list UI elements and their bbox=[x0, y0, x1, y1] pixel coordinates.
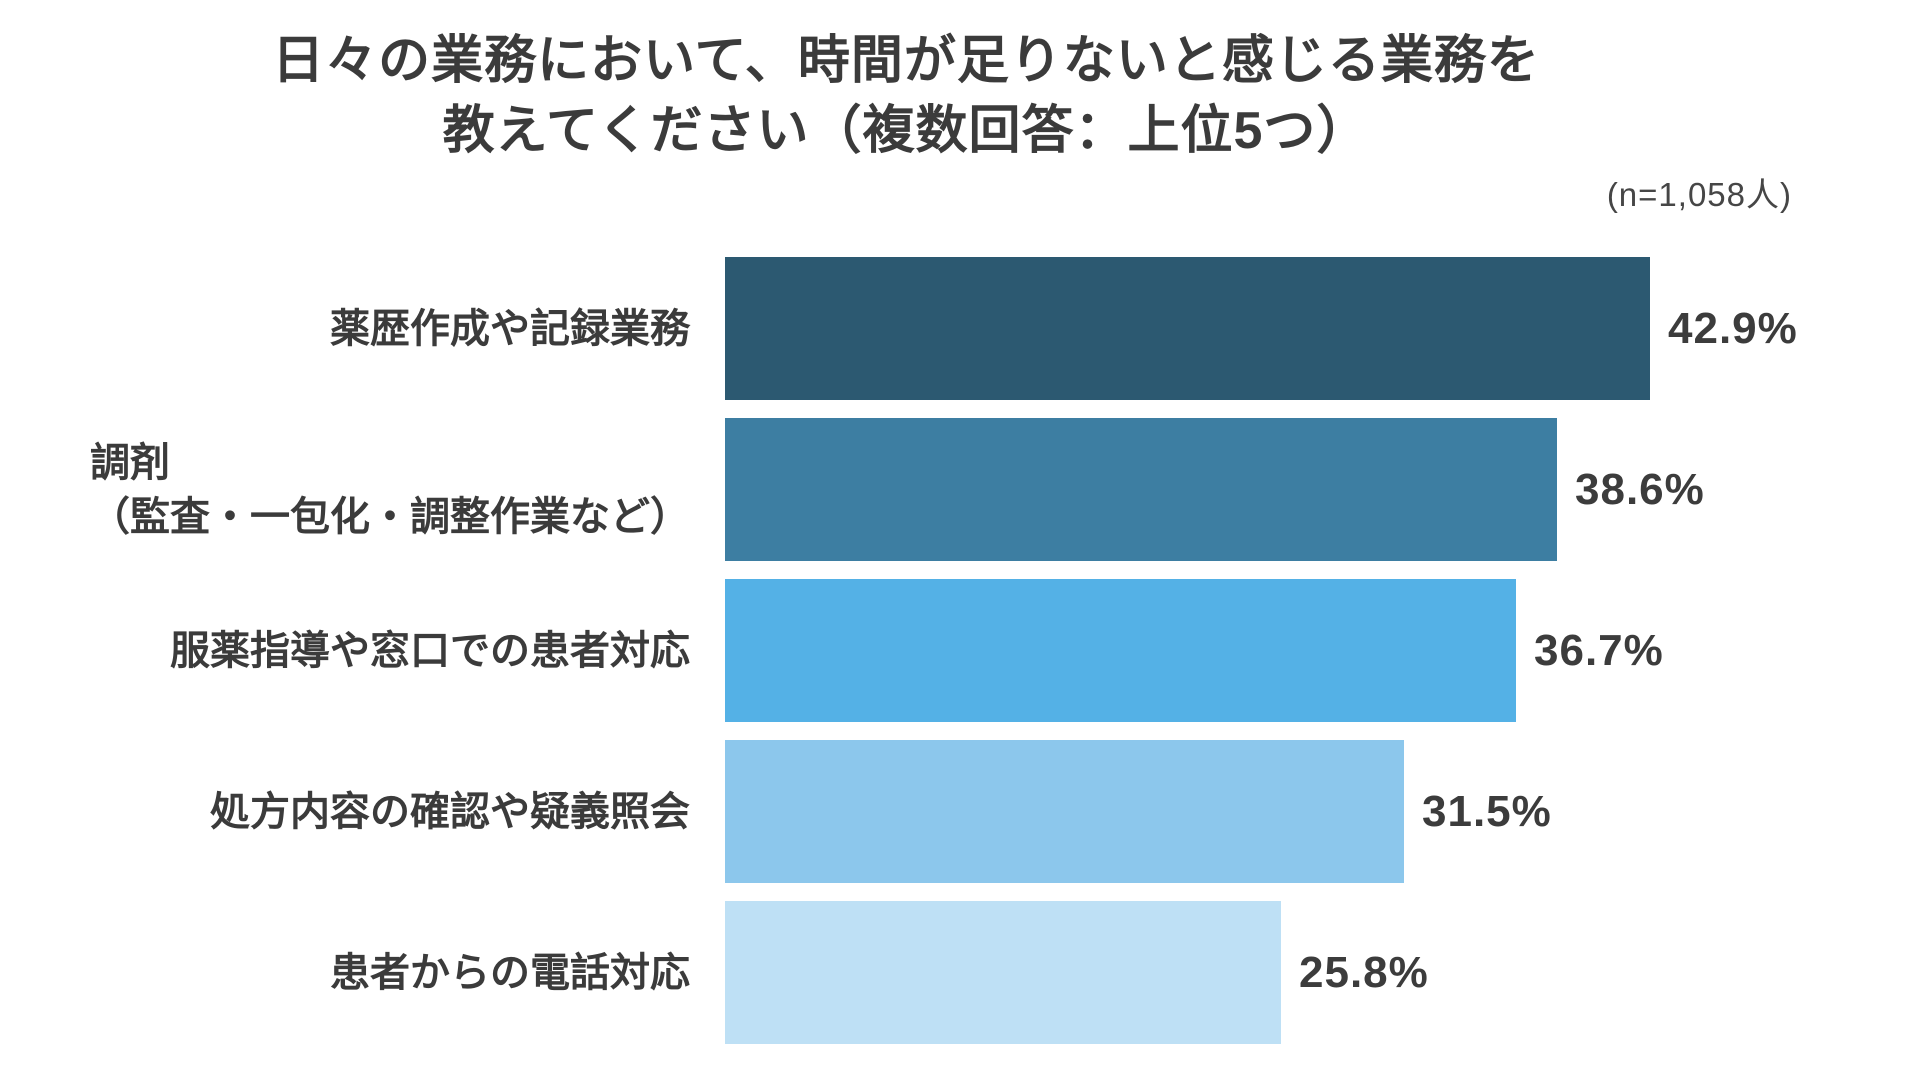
chart-title-line2: 教えてください（複数回答：上位5つ） bbox=[442, 102, 1370, 160]
bar-plot-area: 薬歴作成や記録業務 42.9% 調剤 （監査・一包化・調整作業など） 38.6% 服薬指導… bbox=[0, 257, 1920, 1057]
category-label-line: 調剤 bbox=[90, 440, 170, 485]
bar bbox=[725, 579, 1516, 722]
value-label: 25.8% bbox=[1299, 947, 1429, 997]
category-label-line: （監査・一包化・調整作業など） bbox=[90, 494, 690, 539]
category-label-line: 患者からの電話対応 bbox=[330, 950, 690, 995]
bar bbox=[725, 257, 1650, 400]
category-label: 患者からの電話対応 bbox=[0, 901, 690, 1044]
chart-row: 処方内容の確認や疑義照会 31.5% bbox=[0, 740, 1920, 883]
category-label: 調剤 （監査・一包化・調整作業など） bbox=[0, 418, 690, 561]
chart-row: 調剤 （監査・一包化・調整作業など） 38.6% bbox=[0, 418, 1920, 561]
value-label: 36.7% bbox=[1534, 625, 1664, 675]
category-label-text: 患者からの電話対応 bbox=[330, 946, 690, 1000]
category-label: 服薬指導や窓口での患者対応 bbox=[0, 579, 690, 722]
chart-title-line1: 日々の業務において、時間が足りないと感じる業務を bbox=[272, 32, 1540, 90]
category-label-line: 処方内容の確認や疑義照会 bbox=[210, 789, 690, 834]
category-label-line: 服薬指導や窓口での患者対応 bbox=[170, 628, 690, 673]
category-label-text: 薬歴作成や記録業務 bbox=[330, 302, 690, 356]
value-label: 38.6% bbox=[1575, 464, 1705, 514]
category-label-text: 処方内容の確認や疑義照会 bbox=[210, 785, 690, 839]
bar bbox=[725, 901, 1281, 1044]
category-label: 薬歴作成や記録業務 bbox=[0, 257, 690, 400]
value-label: 42.9% bbox=[1668, 303, 1798, 353]
chart-row: 服薬指導や窓口での患者対応 36.7% bbox=[0, 579, 1920, 722]
chart-row: 患者からの電話対応 25.8% bbox=[0, 901, 1920, 1044]
value-label: 31.5% bbox=[1422, 786, 1552, 836]
chart-row: 薬歴作成や記録業務 42.9% bbox=[0, 257, 1920, 400]
bar bbox=[725, 740, 1404, 883]
category-label: 処方内容の確認や疑義照会 bbox=[0, 740, 690, 883]
sample-size-note: (n=1,058人) bbox=[1606, 176, 1792, 213]
category-label-text: 調剤 （監査・一包化・調整作業など） bbox=[90, 436, 690, 544]
bar bbox=[725, 418, 1557, 561]
chart-title: 日々の業務において、時間が足りないと感じる業務を 教えてください（複数回答：上位… bbox=[0, 26, 1812, 166]
category-label-line: 薬歴作成や記録業務 bbox=[330, 306, 690, 351]
category-label-text: 服薬指導や窓口での患者対応 bbox=[170, 624, 690, 678]
